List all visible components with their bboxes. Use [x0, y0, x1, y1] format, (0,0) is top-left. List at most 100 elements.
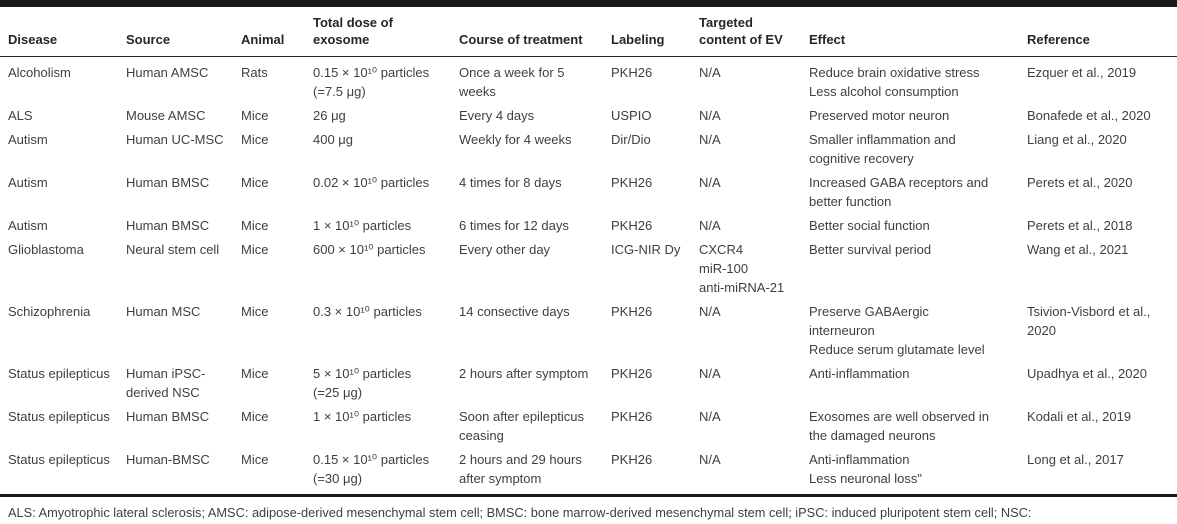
- cell-targeted: N/A: [699, 132, 721, 147]
- cell-animal: Mice: [241, 366, 269, 381]
- cell-targeted: N/A: [699, 366, 721, 381]
- cell-animal: Mice: [241, 452, 269, 467]
- cell-targeted: CXCR4 miR-100 anti-miRNA-21: [699, 242, 785, 295]
- table-top-rule: [0, 0, 1177, 7]
- cell-labeling: PKH26: [611, 175, 653, 190]
- cell-source: Human UC-MSC: [126, 132, 224, 147]
- cell-targeted: N/A: [699, 304, 721, 319]
- table-row: Alcoholism Human AMSC Rats 0.15 × 10¹⁰ part…: [0, 57, 1177, 104]
- cell-course: 6 times for 12 days: [459, 218, 569, 233]
- cell-effect: Smaller inflammation and cognitive recov…: [809, 132, 956, 166]
- cell-disease: Status epilepticus: [8, 452, 110, 467]
- table-row: Schizophrenia Human MSC Mice 0.3 × 10¹⁰ par…: [0, 300, 1177, 362]
- cell-course: 4 times for 8 days: [459, 175, 562, 190]
- cell-course: 2 hours after symptom: [459, 366, 589, 381]
- table-body: Alcoholism Human AMSC Rats 0.15 × 10¹⁰ part…: [0, 57, 1177, 495]
- cell-animal: Mice: [241, 304, 269, 319]
- cell-disease: Schizophrenia: [8, 304, 91, 319]
- cell-targeted: N/A: [699, 65, 721, 80]
- cell-effect: Exosomes are well observed in the damage…: [809, 409, 989, 443]
- cell-targeted: N/A: [699, 452, 721, 467]
- cell-labeling: Dir/Dio: [611, 132, 651, 147]
- header-row: Disease Source Animal Total dose of exos…: [0, 7, 1177, 57]
- cell-reference: Tsivion-Visbord et al., 2020: [1027, 304, 1151, 338]
- table-row: Autism Human BMSC Mice 1 × 10¹⁰ particles 6 …: [0, 214, 1177, 238]
- cell-reference: Perets et al., 2020: [1027, 175, 1133, 190]
- cell-source: Human MSC: [126, 304, 201, 319]
- cell-course: 2 hours and 29 hours after symptom: [459, 452, 582, 486]
- cell-labeling: ICG-NIR Dy: [611, 242, 681, 257]
- cell-effect: Anti-inflammation Less neuronal loss": [809, 452, 923, 486]
- cell-reference: Ezquer et al., 2019: [1027, 65, 1137, 80]
- cell-source: Human iPSC- derived NSC: [126, 366, 206, 400]
- cell-disease: Autism: [8, 132, 48, 147]
- table-row: ALS Mouse AMSC Mice 26 μg Every 4 days USPIO N…: [0, 104, 1177, 128]
- cell-course: Every other day: [459, 242, 551, 257]
- table-footnote: ALS: Amyotrophic lateral sclerosis; AMSC…: [8, 504, 1032, 524]
- cell-targeted: N/A: [699, 409, 721, 424]
- table-row: Autism Human BMSC Mice 0.02 × 10¹⁰ particle…: [0, 171, 1177, 214]
- column-header-targeted: Targeted content of EV: [699, 7, 809, 57]
- cell-labeling: PKH26: [611, 304, 653, 319]
- table-row: Status epilepticus Human BMSC Mice 1 × 10¹⁰…: [0, 405, 1177, 448]
- column-header-labeling: Labeling: [611, 7, 699, 57]
- cell-source: Human-BMSC: [126, 452, 210, 467]
- cell-source: Mouse AMSC: [126, 108, 206, 123]
- cell-dose: 5 × 10¹⁰ particles (=25 μg): [313, 366, 412, 400]
- table-row: Glioblastoma Neural stem cell Mice 600 × 10…: [0, 238, 1177, 300]
- column-header-course: Course of treatment: [459, 7, 611, 57]
- cell-labeling: PKH26: [611, 452, 653, 467]
- cell-source: Neural stem cell: [126, 242, 220, 257]
- cell-dose: 1 × 10¹⁰ particles: [313, 218, 412, 233]
- cell-effect: Anti-inflammation: [809, 366, 910, 381]
- cell-dose: 1 × 10¹⁰ particles: [313, 409, 412, 424]
- cell-reference: Perets et al., 2018: [1027, 218, 1133, 233]
- column-header-source: Source: [126, 7, 241, 57]
- column-header-effect: Effect: [809, 7, 1027, 57]
- cell-reference: Long et al., 2017: [1027, 452, 1124, 467]
- cell-animal: Mice: [241, 409, 269, 424]
- column-header-reference: Reference: [1027, 7, 1177, 57]
- cell-labeling: PKH26: [611, 218, 653, 233]
- cell-animal: Mice: [241, 242, 269, 257]
- cell-reference: Kodali et al., 2019: [1027, 409, 1132, 424]
- cell-animal: Rats: [241, 65, 268, 80]
- cell-animal: Mice: [241, 218, 269, 233]
- cell-disease: Glioblastoma: [8, 242, 84, 257]
- cell-course: Once a week for 5 weeks: [459, 65, 565, 99]
- cell-targeted: N/A: [699, 175, 721, 190]
- cell-targeted: N/A: [699, 218, 721, 233]
- cell-animal: Mice: [241, 175, 269, 190]
- cell-dose: 0.02 × 10¹⁰ particles: [313, 175, 430, 190]
- cell-disease: Status epilepticus: [8, 409, 110, 424]
- cell-reference: Liang et al., 2020: [1027, 132, 1127, 147]
- cell-source: Human BMSC: [126, 218, 210, 233]
- cell-course: Weekly for 4 weeks: [459, 132, 572, 147]
- cell-course: 14 consective days: [459, 304, 570, 319]
- cell-dose: 0.15 × 10¹⁰ particles (=7.5 μg): [313, 65, 430, 99]
- cell-labeling: PKH26: [611, 366, 653, 381]
- cell-labeling: PKH26: [611, 409, 653, 424]
- cell-reference: Upadhya et al., 2020: [1027, 366, 1147, 381]
- cell-effect: Better survival period: [809, 242, 932, 257]
- cell-animal: Mice: [241, 108, 269, 123]
- cell-targeted: N/A: [699, 108, 721, 123]
- cell-dose: 400 μg: [313, 132, 354, 147]
- table-bottom-rule: [0, 494, 1177, 497]
- cell-labeling: PKH26: [611, 65, 653, 80]
- cell-source: Human BMSC: [126, 175, 210, 190]
- table-row: Status epilepticus Human iPSC- derived NS…: [0, 362, 1177, 405]
- cell-disease: Autism: [8, 218, 48, 233]
- cell-disease: ALS: [8, 108, 33, 123]
- cell-effect: Preserve GABAergic interneuron Reduce se…: [809, 304, 985, 357]
- cell-effect: Increased GABA receptors and better func…: [809, 175, 989, 209]
- cell-effect: Preserved motor neuron: [809, 108, 950, 123]
- cell-disease: Autism: [8, 175, 48, 190]
- table-row: Status epilepticus Human-BMSC Mice 0.15 × 1…: [0, 448, 1177, 495]
- cell-dose: 0.3 × 10¹⁰ particles: [313, 304, 422, 319]
- cell-dose: 0.15 × 10¹⁰ particles (=30 μg): [313, 452, 430, 486]
- column-header-disease: Disease: [0, 7, 126, 57]
- cell-source: Human BMSC: [126, 409, 210, 424]
- cell-labeling: USPIO: [611, 108, 652, 123]
